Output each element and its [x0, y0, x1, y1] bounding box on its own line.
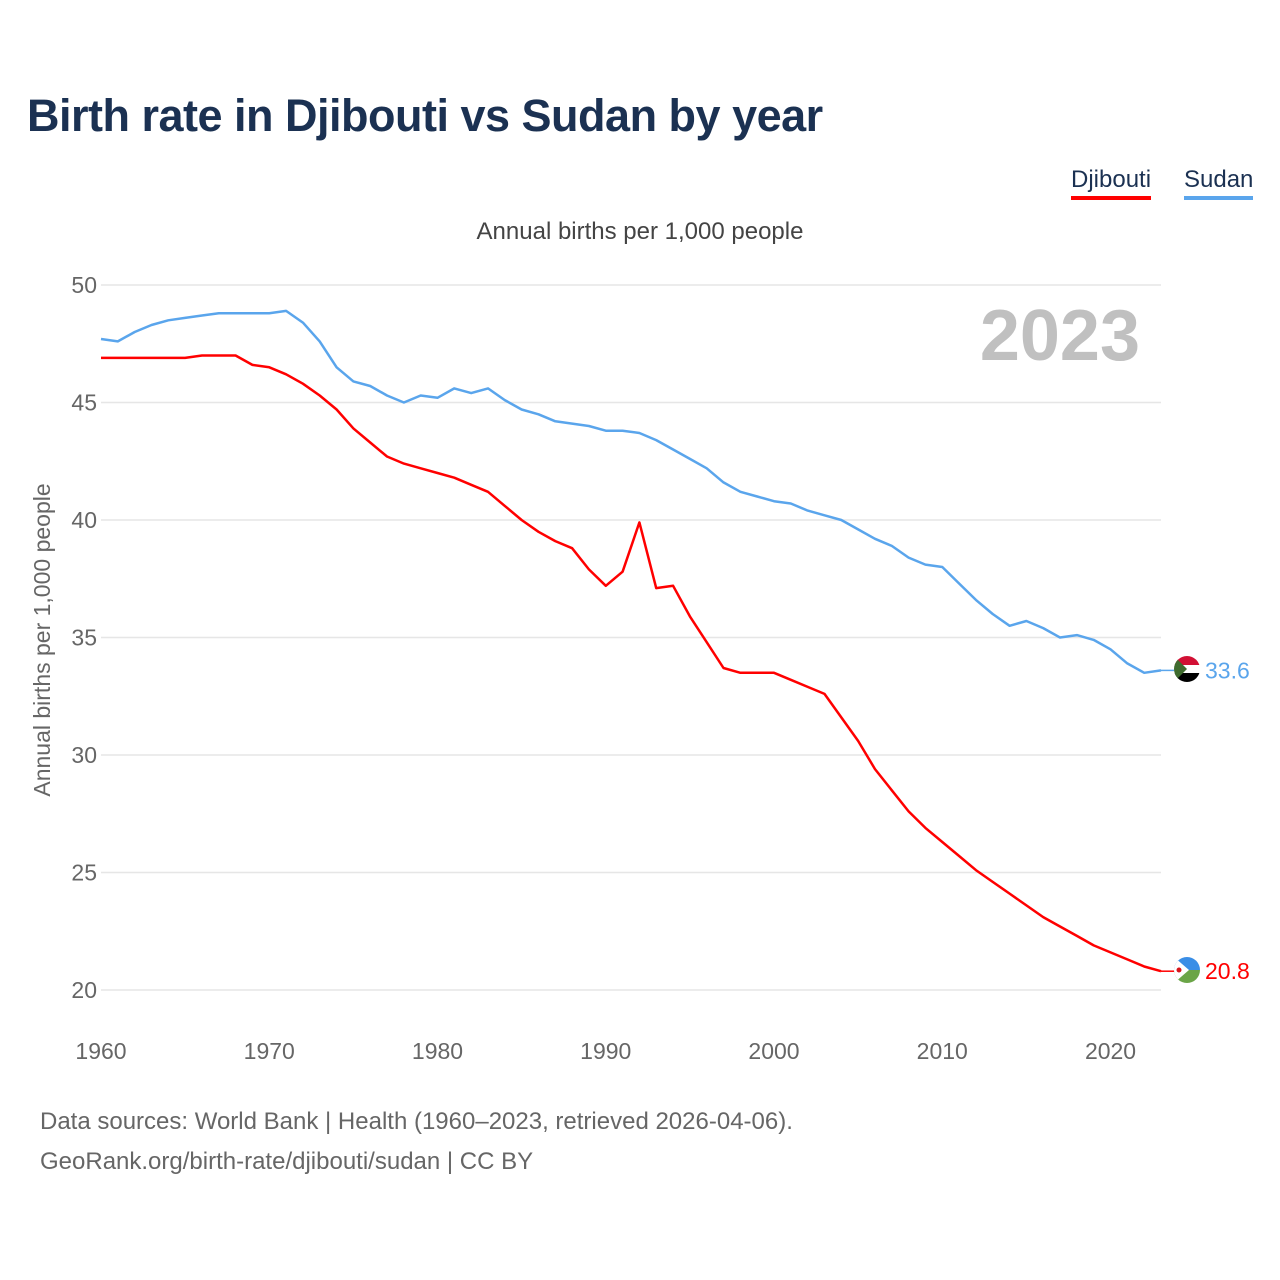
end-value-label-djibouti: 20.8 — [1205, 958, 1250, 984]
series-line-djibouti — [101, 354, 1162, 973]
y-tick-label: 50 — [71, 272, 97, 298]
y-tick-label: 20 — [71, 977, 97, 1003]
end-value-label-sudan: 33.6 — [1205, 657, 1250, 683]
chart-title: Birth rate in Djibouti vs Sudan by year — [27, 90, 823, 141]
y-tick-label: 25 — [71, 860, 97, 886]
x-tick-label: 1970 — [244, 1038, 295, 1064]
footer-attribution: GeoRank.org/birth-rate/djibouti/sudan | … — [40, 1148, 534, 1175]
footer-sources: Data sources: World Bank | Health (1960–… — [40, 1108, 793, 1135]
djibouti-flag-icon — [1174, 957, 1200, 983]
y-tick-label: 35 — [71, 625, 97, 651]
year-watermark: 2023 — [980, 296, 1140, 376]
legend-item-sudan[interactable]: Sudan — [1184, 166, 1254, 200]
series-line-sudan — [100, 309, 1162, 675]
legend-item-djibouti[interactable]: Djibouti — [1071, 166, 1152, 200]
x-tick-label: 2010 — [917, 1038, 968, 1064]
x-tick-label: 2020 — [1085, 1038, 1136, 1064]
x-tick-label: 2000 — [748, 1038, 799, 1064]
chart-subtitle: Annual births per 1,000 people — [476, 218, 804, 245]
y-tick-label: 30 — [71, 742, 97, 768]
y-tick-label: 45 — [71, 390, 97, 416]
x-tick-label: 1990 — [580, 1038, 631, 1064]
sudan-flag-icon — [1174, 656, 1200, 682]
y-axis-label: Annual births per 1,000 people — [29, 483, 55, 796]
y-tick-label: 40 — [71, 507, 97, 533]
x-tick-label: 1980 — [412, 1038, 463, 1064]
x-tick-label: 1960 — [75, 1038, 126, 1064]
